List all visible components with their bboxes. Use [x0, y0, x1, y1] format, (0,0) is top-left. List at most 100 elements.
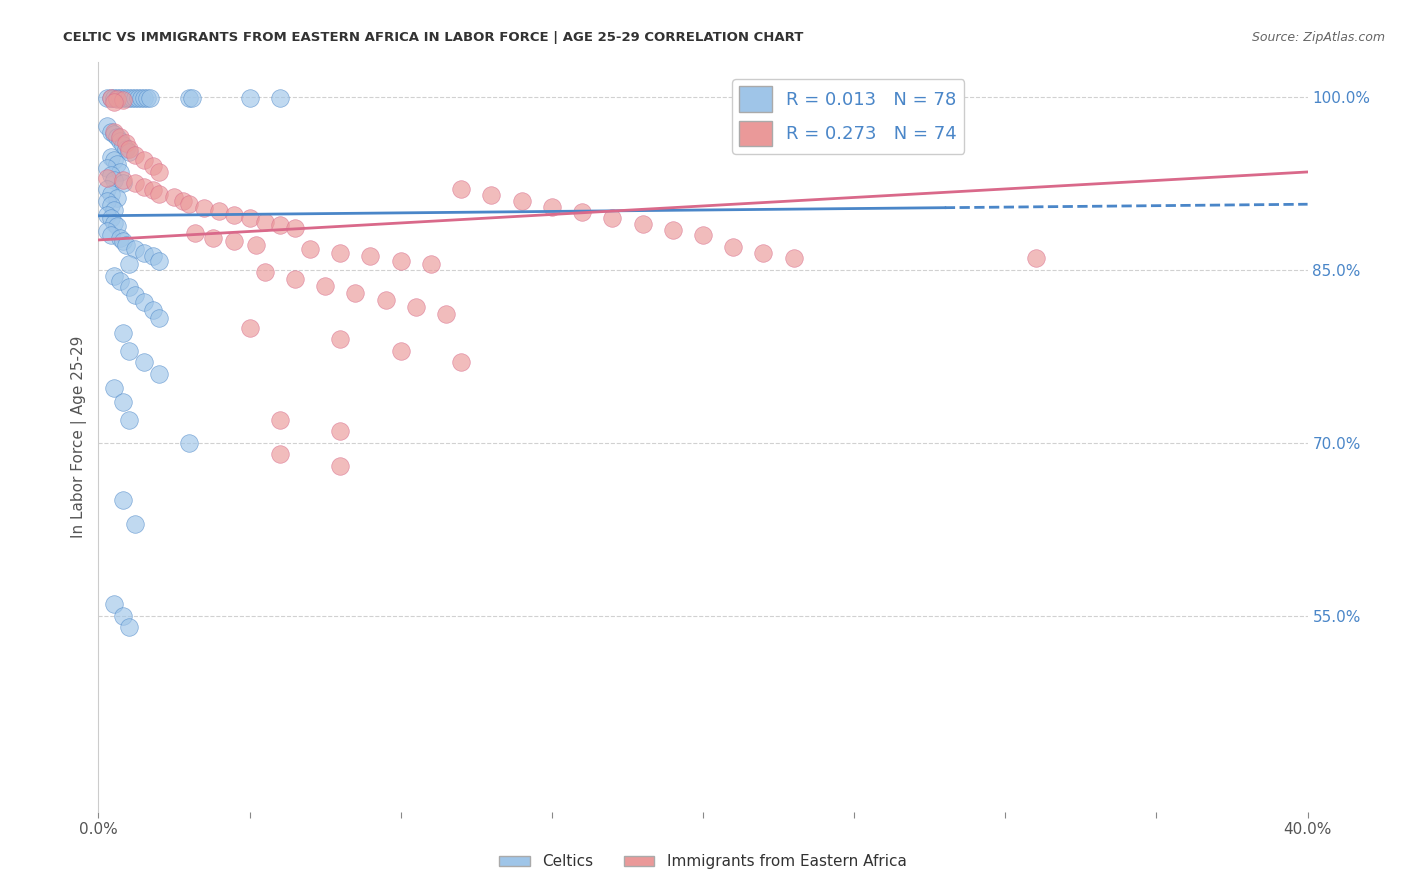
Point	[132, 295, 155, 310]
Point	[103, 597, 125, 611]
Point	[108, 230, 131, 244]
Point	[224, 208, 246, 222]
Point	[450, 355, 472, 369]
Point	[148, 367, 170, 381]
Point	[602, 211, 624, 225]
Point	[142, 183, 165, 197]
Point	[179, 91, 201, 105]
Point	[179, 435, 201, 450]
Point	[100, 91, 122, 105]
Point	[96, 170, 118, 185]
Point	[111, 608, 134, 623]
Point	[111, 326, 134, 341]
Point	[96, 91, 118, 105]
Point	[148, 165, 170, 179]
Point	[420, 257, 443, 271]
Point	[118, 413, 141, 427]
Point	[124, 242, 146, 256]
Text: CELTIC VS IMMIGRANTS FROM EASTERN AFRICA IN LABOR FORCE | AGE 25-29 CORRELATION : CELTIC VS IMMIGRANTS FROM EASTERN AFRICA…	[63, 31, 804, 45]
Point	[100, 169, 122, 183]
Point	[253, 214, 276, 228]
Point	[103, 127, 125, 141]
Point	[329, 245, 352, 260]
Point	[202, 230, 225, 244]
Point	[245, 237, 267, 252]
Point	[111, 395, 134, 409]
Point	[389, 253, 412, 268]
Point	[124, 516, 146, 531]
Point	[139, 91, 162, 105]
Point	[96, 182, 118, 196]
Point	[111, 234, 134, 248]
Point	[142, 303, 165, 318]
Point	[103, 268, 125, 283]
Point	[111, 94, 134, 108]
Point	[389, 343, 412, 358]
Point	[100, 211, 122, 225]
Point	[103, 125, 125, 139]
Point	[224, 234, 246, 248]
Point	[284, 221, 307, 235]
Point	[96, 194, 118, 208]
Point	[105, 91, 128, 105]
Point	[269, 413, 291, 427]
Point	[692, 228, 714, 243]
Point	[96, 161, 118, 176]
Point	[111, 138, 134, 153]
Point	[752, 245, 775, 260]
Point	[96, 119, 118, 133]
Point	[142, 249, 165, 263]
Point	[114, 237, 136, 252]
Point	[118, 343, 141, 358]
Point	[103, 91, 125, 105]
Point	[661, 222, 683, 236]
Point	[253, 265, 276, 279]
Point	[132, 245, 155, 260]
Point	[96, 224, 118, 238]
Point	[114, 142, 136, 156]
Point	[103, 202, 125, 217]
Point	[118, 142, 141, 156]
Point	[405, 300, 427, 314]
Point	[571, 205, 593, 219]
Point	[1024, 252, 1046, 266]
Point	[510, 194, 533, 208]
Point	[105, 157, 128, 171]
Point	[118, 145, 141, 160]
Point	[269, 447, 291, 461]
Point	[105, 191, 128, 205]
Point	[111, 177, 134, 191]
Point	[100, 125, 122, 139]
Point	[132, 91, 155, 105]
Point	[129, 91, 152, 105]
Point	[181, 91, 204, 105]
Point	[103, 173, 125, 187]
Point	[135, 91, 157, 105]
Point	[172, 194, 194, 208]
Point	[631, 217, 654, 231]
Point	[108, 134, 131, 148]
Point	[208, 204, 231, 219]
Point	[434, 307, 457, 321]
Point	[114, 136, 136, 150]
Point	[239, 320, 262, 334]
Point	[100, 150, 122, 164]
Point	[103, 153, 125, 168]
Point	[344, 285, 367, 300]
Point	[132, 153, 155, 168]
Point	[239, 211, 262, 225]
Point	[105, 219, 128, 234]
Point	[540, 200, 562, 214]
Point	[124, 147, 146, 161]
Point	[127, 91, 149, 105]
Point	[360, 249, 382, 263]
Point	[108, 275, 131, 289]
Point	[118, 280, 141, 294]
Point	[193, 201, 215, 215]
Point	[124, 288, 146, 302]
Point	[329, 425, 352, 439]
Point	[163, 190, 186, 204]
Point	[100, 198, 122, 212]
Point	[124, 177, 146, 191]
Point	[450, 182, 472, 196]
